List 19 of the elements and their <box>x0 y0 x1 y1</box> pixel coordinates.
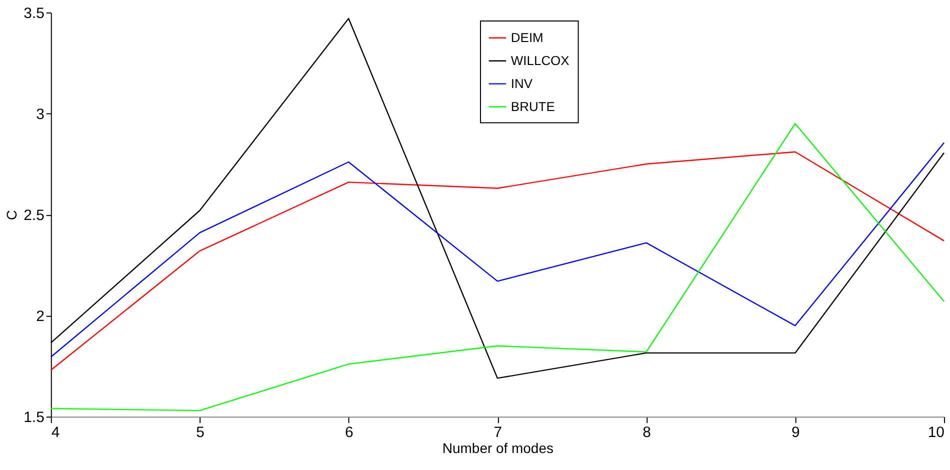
y-tick-label: 3 <box>36 106 44 123</box>
x-axis-title: Number of modes <box>442 440 554 456</box>
legend-label: DEIM <box>510 30 544 45</box>
x-tick-label: 8 <box>642 424 651 442</box>
y-axis-title: C <box>4 210 20 220</box>
x-tick-label: 4 <box>51 424 60 442</box>
x-tick-label: 10 <box>928 424 945 442</box>
y-tick-label: 1.5 <box>24 409 44 426</box>
y-tick-label: 2 <box>36 308 44 326</box>
y-tick-label: 3.5 <box>24 4 44 22</box>
x-tick-label: 9 <box>791 424 800 442</box>
x-tick-label: 7 <box>494 424 502 442</box>
x-tick-label: 5 <box>196 424 204 442</box>
legend-label: INV <box>510 76 533 91</box>
y-tick-label: 2.5 <box>24 207 44 224</box>
legend-label: WILLCOX <box>510 52 570 68</box>
legend-label: BRUTE <box>510 98 556 114</box>
x-tick-label: 6 <box>344 424 354 442</box>
line-series <box>50 123 945 412</box>
